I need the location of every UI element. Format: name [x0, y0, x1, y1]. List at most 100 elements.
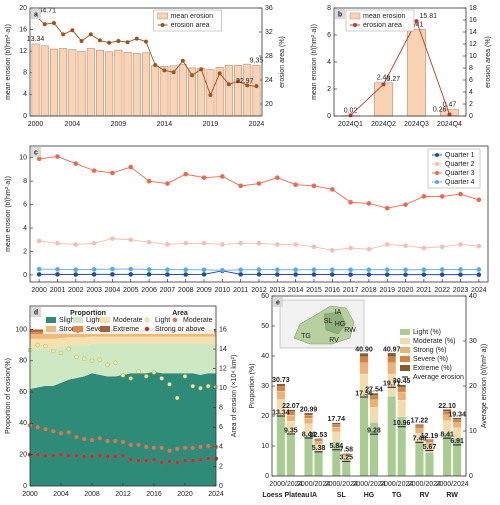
scatter-point [43, 343, 48, 349]
data-label: 13.34 [27, 36, 45, 43]
data-point [183, 171, 189, 177]
y-axis-title: mean erosion (t/(hm²·a)) [5, 176, 12, 252]
data-point [293, 267, 298, 273]
legend-label: Moderate [183, 317, 213, 324]
data-point [238, 241, 243, 246]
scatter-point [51, 453, 56, 458]
x-tick-label: TG [392, 492, 402, 499]
x-tick-label: 2004 [105, 287, 121, 294]
average-label: 5.67 [423, 444, 437, 451]
scatter-point [43, 453, 48, 458]
data-point [55, 154, 60, 159]
data-point [70, 28, 75, 33]
x-tick-label: 2013 [270, 287, 286, 294]
data-point [254, 84, 259, 89]
y2-tick-label: 2 [469, 101, 473, 108]
plot-frame [29, 305, 217, 487]
panel-letter: a [34, 11, 38, 18]
scatter-point [51, 348, 56, 354]
data-point [199, 67, 204, 72]
data-point [238, 183, 243, 189]
scatter-point [35, 452, 40, 457]
data-point [171, 70, 176, 75]
x-tick-label: HG [364, 492, 375, 499]
x-tick-label: 2017 [343, 287, 359, 294]
data-point [79, 39, 84, 43]
y2-tick-label: 20 [265, 101, 273, 108]
data-point [180, 58, 185, 63]
panel-letter: c [34, 149, 38, 156]
y2-tick-label: 6 [219, 424, 223, 431]
data-point [311, 183, 317, 189]
x-sublabel: 2000/2024 [325, 481, 358, 488]
y2-tick-label: 0 [469, 113, 473, 120]
data-point [366, 246, 372, 252]
panel-tag [273, 297, 283, 307]
total-label: 30.45 [393, 378, 411, 385]
x-tick-label: 2004 [65, 121, 81, 128]
map-subregion [323, 311, 347, 335]
bar-segment [425, 452, 434, 477]
data-point [110, 266, 115, 272]
bar-segment [387, 362, 396, 375]
y-tick-label: 10 [261, 443, 269, 450]
data-point [476, 197, 482, 203]
data-point [183, 267, 189, 272]
data-point [238, 272, 243, 277]
scatter-point [66, 346, 71, 352]
data-point [201, 272, 207, 277]
data-point [146, 272, 152, 277]
y-tick-label: 4 [23, 91, 27, 98]
data-point [91, 267, 97, 272]
x-tick-label: 2006 [141, 287, 157, 294]
data-point [458, 267, 463, 272]
bar-segment [314, 438, 323, 440]
scatter-point [58, 431, 64, 436]
x-tick-label: 2008 [178, 287, 194, 294]
legend-swatch [435, 180, 439, 184]
bar-segment [415, 425, 424, 429]
scatter-point [182, 445, 188, 450]
bar-segment [369, 399, 379, 408]
data-point [128, 164, 134, 170]
y2-tick-label: 40 [469, 293, 477, 300]
scatter-point [113, 438, 118, 444]
plot-frame [333, 7, 467, 117]
data-label: 6.41 [410, 21, 424, 28]
scatter-point [97, 435, 102, 441]
panel-tag [31, 307, 41, 317]
data-point [384, 242, 390, 247]
data-point [366, 272, 372, 277]
data-point [110, 236, 115, 241]
y-axis-title: mean erosion (t/(hm²·a)) [5, 24, 12, 100]
data-label: 2.46 [377, 75, 391, 82]
y-tick-label: 100 [15, 326, 27, 333]
data-point [36, 156, 42, 162]
y-axis-title: Proportion of erosion(%) [5, 358, 12, 434]
bar [224, 64, 233, 117]
scatter-point [66, 430, 71, 435]
y-axis-title: Proportion (%) [249, 363, 256, 408]
y-tick-label: 40 [261, 353, 269, 360]
y2-tick-label: 4 [469, 89, 473, 96]
scatter-point [136, 442, 141, 448]
scatter-point [89, 437, 95, 443]
bar-segment [359, 362, 369, 375]
scatter-point [74, 434, 79, 440]
bar-segment [369, 393, 379, 396]
legend-label: Quarter 1 [445, 152, 475, 159]
legend-box [43, 308, 214, 334]
scatter-point [198, 457, 203, 462]
scatter-point [159, 460, 164, 465]
y2-tick-label: 32 [265, 29, 273, 36]
total-label: 7.58 [339, 447, 353, 454]
data-point [329, 272, 335, 277]
y-tick-label: 4 [327, 59, 331, 66]
plot-frame [271, 295, 467, 477]
scatter-point [66, 453, 71, 458]
data-point [256, 181, 262, 186]
legend-swatch [353, 23, 357, 27]
bar-segment [342, 461, 351, 477]
y2-tick-label: 0 [219, 483, 223, 490]
data-point [421, 267, 427, 272]
